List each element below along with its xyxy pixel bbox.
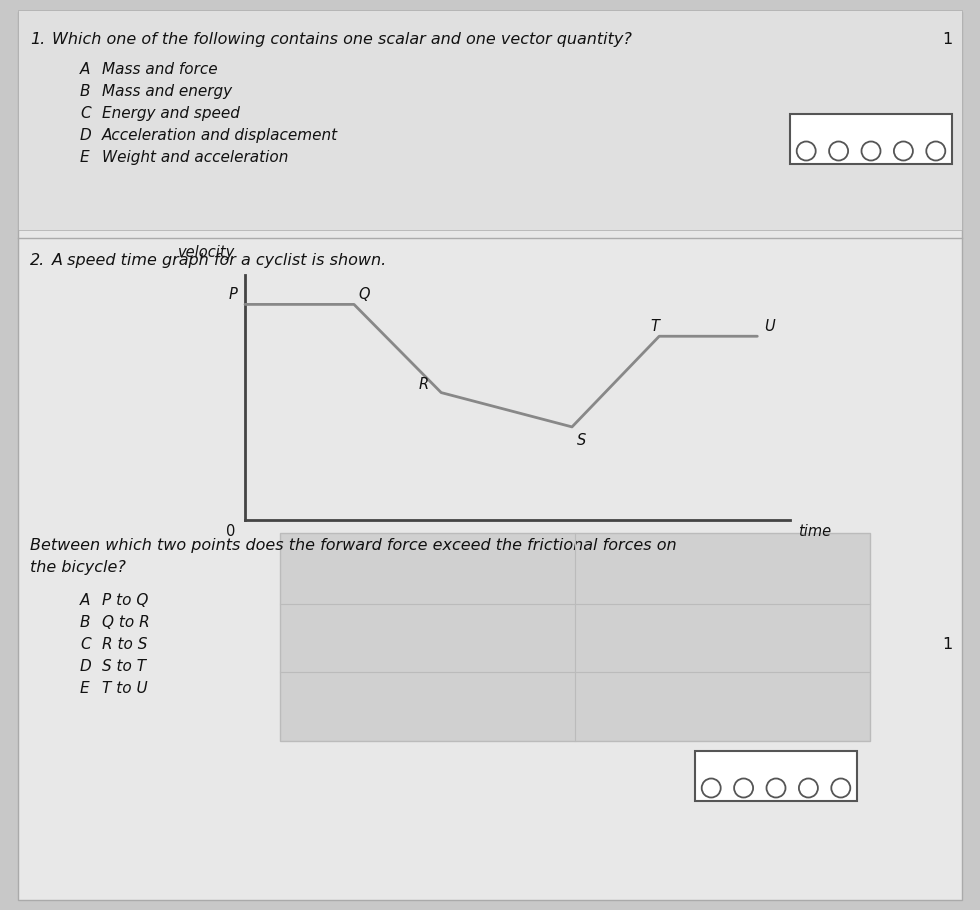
Text: U: U: [764, 318, 774, 334]
Text: D: D: [803, 756, 814, 770]
Text: Q: Q: [359, 287, 369, 302]
Text: D: D: [80, 659, 92, 674]
Text: B: B: [80, 615, 90, 630]
Text: A: A: [801, 119, 811, 133]
Text: Mass and force: Mass and force: [102, 62, 218, 77]
Circle shape: [797, 141, 815, 160]
Text: S: S: [577, 433, 587, 449]
Text: Mass and energy: Mass and energy: [102, 84, 232, 99]
Text: T: T: [651, 318, 660, 334]
Circle shape: [829, 141, 848, 160]
Text: A: A: [80, 593, 90, 608]
Text: B: B: [833, 119, 844, 133]
Circle shape: [702, 778, 720, 797]
Text: P to Q: P to Q: [102, 593, 148, 608]
Text: Energy and speed: Energy and speed: [102, 106, 240, 121]
Text: Q to R: Q to R: [102, 615, 150, 630]
Text: P: P: [228, 287, 237, 302]
Text: T to U: T to U: [102, 681, 148, 696]
Text: Which one of the following contains one scalar and one vector quantity?: Which one of the following contains one …: [52, 32, 632, 47]
Circle shape: [894, 141, 913, 160]
Text: E: E: [80, 150, 89, 165]
Text: 1.: 1.: [30, 32, 45, 47]
Text: Weight and acceleration: Weight and acceleration: [102, 150, 288, 165]
Text: B: B: [80, 84, 90, 99]
FancyBboxPatch shape: [790, 114, 952, 164]
FancyBboxPatch shape: [695, 751, 857, 801]
Circle shape: [861, 141, 880, 160]
FancyBboxPatch shape: [18, 10, 962, 230]
Text: C: C: [771, 756, 781, 770]
Text: the bicycle?: the bicycle?: [30, 560, 125, 575]
Text: R: R: [418, 377, 428, 392]
Text: S to T: S to T: [102, 659, 146, 674]
Circle shape: [766, 778, 786, 797]
Text: C: C: [866, 119, 876, 133]
Text: Between which two points does the forward force exceed the frictional forces on: Between which two points does the forwar…: [30, 538, 676, 553]
Text: A speed time graph for a cyclist is shown.: A speed time graph for a cyclist is show…: [52, 253, 387, 268]
Text: E: E: [80, 681, 89, 696]
Circle shape: [831, 778, 851, 797]
Circle shape: [926, 141, 946, 160]
Text: D: D: [80, 128, 92, 143]
Text: Acceleration and displacement: Acceleration and displacement: [102, 128, 338, 143]
Text: C: C: [80, 106, 90, 121]
Text: 1: 1: [942, 32, 952, 47]
Text: D: D: [898, 119, 909, 133]
Text: B: B: [738, 756, 749, 770]
Text: velocity: velocity: [177, 245, 235, 260]
Circle shape: [799, 778, 818, 797]
Text: time: time: [798, 524, 831, 539]
Circle shape: [734, 778, 753, 797]
Text: R to S: R to S: [102, 637, 147, 652]
Text: E: E: [931, 119, 941, 133]
Text: 0: 0: [225, 524, 235, 539]
FancyBboxPatch shape: [280, 533, 870, 741]
Text: A: A: [706, 756, 716, 770]
Text: 2.: 2.: [30, 253, 45, 268]
Text: E: E: [836, 756, 846, 770]
Text: A: A: [80, 62, 90, 77]
FancyBboxPatch shape: [18, 12, 962, 900]
Text: C: C: [80, 637, 90, 652]
Text: 1: 1: [942, 637, 952, 652]
